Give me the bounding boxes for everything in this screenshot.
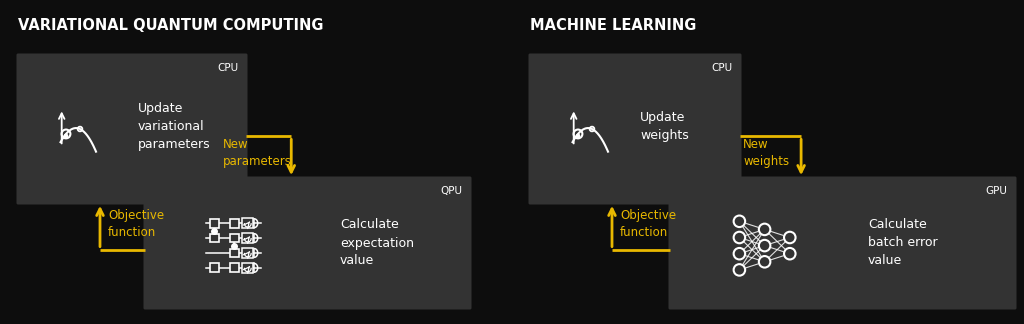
Text: Calculate
expectation
value: Calculate expectation value (340, 218, 414, 268)
Circle shape (65, 134, 68, 137)
Text: CPU: CPU (217, 63, 238, 73)
Text: Calculate
batch error
value: Calculate batch error value (868, 218, 938, 268)
Bar (229, 249, 239, 257)
Circle shape (733, 264, 745, 276)
Text: Objective
function: Objective function (108, 209, 164, 239)
Bar (210, 219, 218, 227)
Bar (243, 233, 253, 243)
FancyBboxPatch shape (16, 53, 248, 204)
Circle shape (759, 256, 770, 268)
Bar (243, 263, 253, 273)
Bar (229, 263, 239, 272)
Bar (229, 219, 239, 227)
Circle shape (733, 232, 745, 243)
Text: GPU: GPU (985, 186, 1007, 196)
Text: QPU: QPU (440, 186, 462, 196)
Bar (243, 218, 253, 228)
Text: Objective
function: Objective function (620, 209, 676, 239)
Circle shape (784, 232, 796, 243)
Circle shape (759, 224, 770, 235)
Text: VARIATIONAL QUANTUM COMPUTING: VARIATIONAL QUANTUM COMPUTING (18, 18, 324, 33)
Bar (210, 234, 218, 242)
Circle shape (733, 215, 745, 227)
FancyBboxPatch shape (143, 177, 471, 309)
Circle shape (784, 248, 796, 260)
Bar (229, 234, 239, 242)
Circle shape (733, 248, 745, 260)
Text: Update
weights: Update weights (640, 110, 689, 142)
Bar (243, 248, 253, 258)
FancyBboxPatch shape (528, 53, 741, 204)
Circle shape (577, 134, 580, 137)
Text: MACHINE LEARNING: MACHINE LEARNING (530, 18, 696, 33)
FancyBboxPatch shape (669, 177, 1017, 309)
Bar (210, 263, 218, 272)
Text: New
parameters: New parameters (223, 138, 292, 168)
Text: Update
variational
parameters: Update variational parameters (138, 101, 211, 151)
Circle shape (759, 240, 770, 251)
Text: CPU: CPU (711, 63, 732, 73)
Text: New
weights: New weights (743, 138, 790, 168)
